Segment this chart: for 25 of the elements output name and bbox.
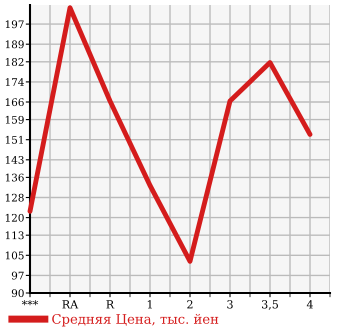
y-tick-label: 151 [6,136,23,144]
y-tick-label: 128 [6,194,24,202]
x-tick-label: 3 [227,300,233,309]
x-tick-label: 1 [148,300,152,308]
x-tick-label: 3,5 [262,300,278,310]
y-tick-label: 197 [6,20,24,28]
x-tick-label: RA [62,300,78,308]
line-series [28,5,312,264]
y-tick-label: 113 [6,231,24,240]
y-tick-label: 136 [6,174,24,182]
x-tick-label: 4 [306,300,313,308]
y-tick-label: 105 [6,252,24,260]
x-tick-label: *** [22,300,38,306]
y-tick-label: 120 [6,214,24,222]
y-tick-label: 166 [6,98,24,106]
y-tick-label: 143 [6,156,24,164]
x-tick-label: R [106,300,114,308]
y-tick-label: 189 [6,40,24,48]
y-tick-label: 182 [6,58,24,66]
y-tick-label: 159 [6,116,24,124]
legend-label: Средняя Цена, тыс. йен [52,314,218,326]
y-tick-label: 174 [6,78,24,86]
x-tick-label: 2 [187,300,192,308]
y-tick-label: 90 [12,289,24,298]
y-tick-label: 97 [12,272,24,280]
